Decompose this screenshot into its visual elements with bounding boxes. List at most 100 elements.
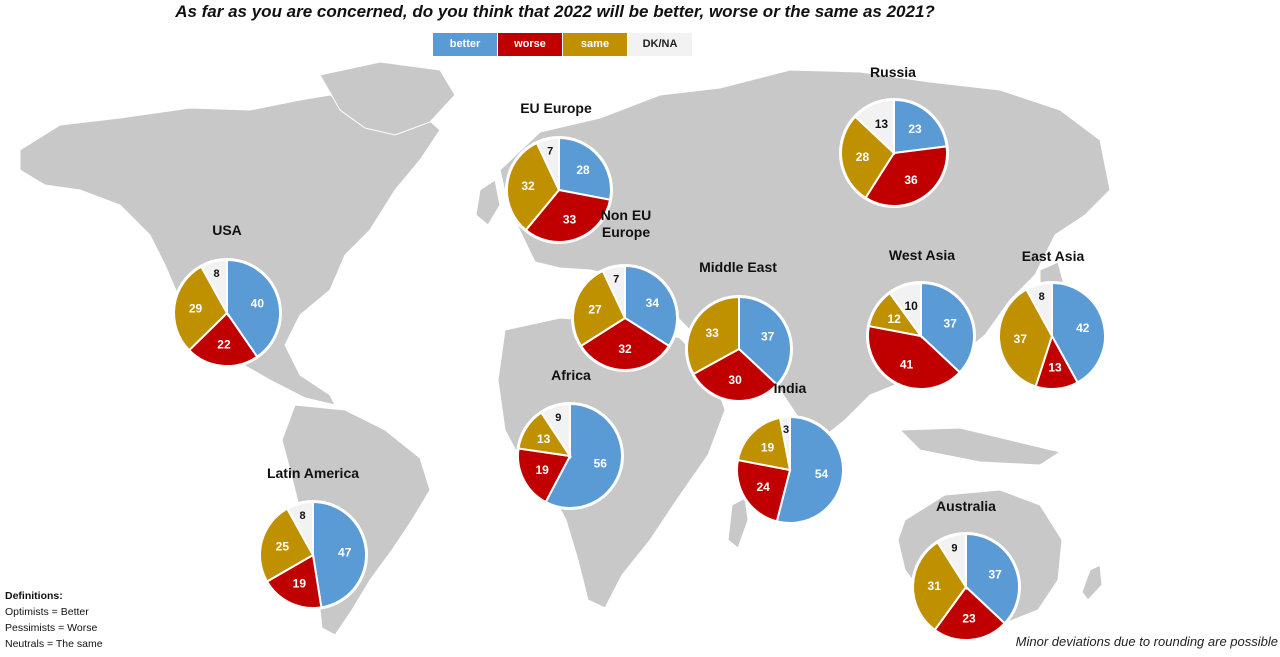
pie-slice-dk/na bbox=[1025, 281, 1053, 337]
greenland-shape bbox=[319, 61, 456, 136]
madagascar-shape bbox=[727, 497, 749, 549]
pie-latin-america: 47 19 25 8 bbox=[258, 500, 368, 610]
pie-slice-worse bbox=[265, 553, 323, 609]
data-label: 36 bbox=[904, 173, 918, 187]
pie-slice-better bbox=[312, 500, 367, 609]
pie-slice-dk/na bbox=[539, 402, 571, 460]
data-label: 7 bbox=[613, 273, 619, 285]
pie-usa: 40 22 29 8 bbox=[172, 258, 282, 368]
region-label-middle-east: Middle East bbox=[699, 259, 777, 275]
data-label: 13 bbox=[537, 432, 551, 446]
pie-india: 54 24 19 3 bbox=[735, 415, 845, 525]
region-label-non-eu-europe: Non EU Europe bbox=[601, 207, 652, 240]
data-label: 19 bbox=[293, 577, 307, 591]
data-label: 13 bbox=[875, 117, 889, 131]
pie-slice-same bbox=[686, 295, 740, 376]
region-label-russia: Russia bbox=[870, 64, 916, 80]
pie-slice-better bbox=[965, 532, 1020, 625]
pie-slice-same bbox=[173, 265, 229, 352]
definition-line: Neutrals = The same bbox=[5, 638, 103, 650]
pie-slice-better bbox=[544, 402, 623, 509]
pie-slice-worse bbox=[933, 585, 1007, 641]
data-label: 30 bbox=[728, 373, 742, 387]
data-label: 37 bbox=[761, 330, 775, 344]
new-zealand-shape bbox=[1081, 564, 1103, 601]
pie-slice-worse bbox=[867, 324, 962, 390]
north-america-shape bbox=[19, 94, 441, 406]
data-label: 37 bbox=[989, 567, 1003, 581]
pie-slice-same bbox=[572, 269, 627, 348]
pie-slice-worse bbox=[524, 188, 612, 243]
data-label: 8 bbox=[214, 268, 220, 280]
pie-slice-same bbox=[912, 540, 968, 632]
data-label: 32 bbox=[521, 179, 535, 193]
pie-slice-same bbox=[259, 507, 315, 583]
data-label: 40 bbox=[251, 297, 265, 311]
pie-slice-same bbox=[840, 115, 896, 200]
pie-slice-dk/na bbox=[888, 281, 922, 340]
data-label: 8 bbox=[300, 510, 306, 522]
legend: better worse same DK/NA bbox=[433, 33, 693, 56]
pie-middle-east: 37 30 33 bbox=[685, 295, 793, 403]
region-label-east-asia: East Asia bbox=[1022, 248, 1085, 264]
region-label-line: Non EU bbox=[601, 207, 652, 223]
data-label: 29 bbox=[189, 301, 203, 315]
definition-line: Pessimists = Worse bbox=[5, 622, 98, 634]
pie-slice-better bbox=[738, 295, 792, 387]
pie-slice-worse bbox=[864, 145, 948, 207]
data-label: 12 bbox=[887, 312, 901, 326]
data-label: 8 bbox=[1039, 291, 1045, 303]
legend-item-better: better bbox=[433, 33, 497, 56]
data-label: 32 bbox=[618, 342, 632, 356]
data-label: 42 bbox=[1076, 321, 1090, 335]
data-label: 37 bbox=[944, 316, 958, 330]
data-label: 37 bbox=[1014, 332, 1028, 346]
chart-title: As far as you are concerned, do you thin… bbox=[175, 2, 935, 21]
region-label-latin-america: Latin America bbox=[267, 465, 359, 481]
legend-item-worse: worse bbox=[498, 33, 562, 56]
indonesia-shape bbox=[898, 427, 1062, 466]
footnote: Minor deviations due to rounding are pos… bbox=[1015, 634, 1278, 649]
data-label: 13 bbox=[1048, 361, 1062, 375]
definition-line: Optimists = Better bbox=[5, 606, 89, 618]
data-label: 3 bbox=[783, 424, 789, 436]
legend-item-dkna: DK/NA bbox=[628, 33, 692, 56]
data-label: 54 bbox=[815, 467, 829, 481]
pie-africa: 56 19 13 9 bbox=[516, 402, 624, 510]
region-label-australia: Australia bbox=[936, 498, 996, 514]
region-label-west-asia: West Asia bbox=[889, 247, 955, 263]
pie-slice-worse bbox=[187, 311, 259, 367]
definitions-heading: Definitions: bbox=[5, 590, 63, 602]
pie-slice-dk/na bbox=[199, 258, 228, 317]
data-label: 7 bbox=[547, 145, 553, 157]
pie-slice-worse bbox=[692, 347, 779, 402]
data-label: 28 bbox=[856, 150, 870, 164]
region-label-line: Europe bbox=[602, 224, 650, 240]
data-label: 25 bbox=[276, 540, 290, 554]
data-label: 9 bbox=[555, 412, 561, 424]
data-label: 23 bbox=[908, 122, 922, 136]
pie-slice-better bbox=[226, 258, 281, 359]
region-label-india: India bbox=[774, 380, 807, 396]
region-label-eu-europe: EU Europe bbox=[520, 100, 592, 116]
data-label: 47 bbox=[338, 545, 352, 559]
data-label: 10 bbox=[904, 299, 918, 313]
data-label: 31 bbox=[928, 579, 942, 593]
data-label: 9 bbox=[951, 542, 957, 554]
pie-russia: 23 36 28 13 bbox=[839, 98, 949, 208]
pie-slice-dk/na bbox=[601, 264, 626, 319]
data-label: 19 bbox=[535, 463, 549, 477]
data-label: 34 bbox=[646, 296, 660, 310]
pie-slice-better bbox=[558, 136, 612, 201]
data-label: 56 bbox=[594, 457, 608, 471]
data-label: 27 bbox=[588, 302, 602, 316]
uk-shape bbox=[475, 179, 501, 226]
region-label-usa: USA bbox=[212, 222, 242, 238]
pie-non-eu-europe: 34 32 27 7 bbox=[571, 264, 679, 372]
region-label-africa: Africa bbox=[551, 367, 591, 383]
pie-slice-better bbox=[893, 98, 948, 155]
pie-slice-better bbox=[1051, 281, 1106, 384]
pie-slice-worse bbox=[736, 458, 792, 523]
